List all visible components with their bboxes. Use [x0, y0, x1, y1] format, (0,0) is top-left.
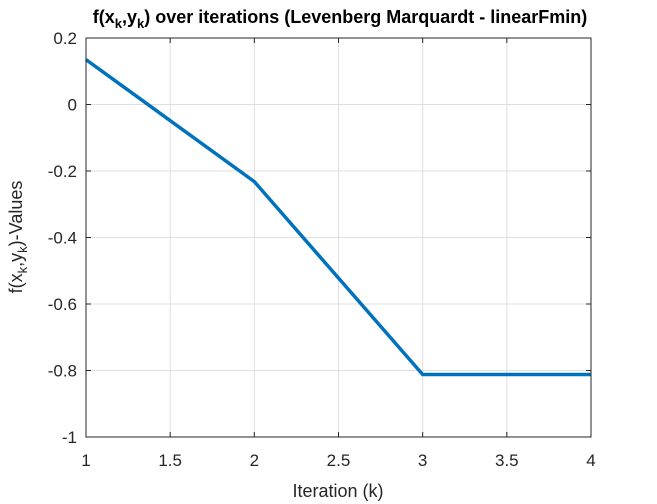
ylabel-suffix: )-Values: [6, 181, 26, 247]
x-axis-label: Iteration (k): [292, 481, 383, 501]
data-lines: [84, 58, 591, 377]
title-subscript-k: k: [115, 16, 123, 31]
x-tick-label: 4: [586, 451, 595, 470]
x-tick-label: 2.5: [327, 451, 351, 470]
y-axis-label: f(xk,yk)-Values: [6, 181, 30, 294]
y-tick-label: 0.2: [53, 29, 77, 48]
title-subscript-k-2: k: [137, 16, 145, 31]
x-tick-label: 1.5: [158, 451, 182, 470]
x-tick-label: 3: [418, 451, 427, 470]
ylabel-subscript-k: k: [15, 266, 30, 273]
title-suffix: ) over iterations (Levenberg Marquardt -…: [144, 7, 587, 27]
x-tick-label: 3.5: [495, 451, 519, 470]
y-tick-label: -0.8: [48, 362, 77, 381]
title-prefix: f(x: [93, 7, 115, 27]
ylabel-mid: ,y: [6, 253, 26, 267]
title-mid: ,y: [122, 7, 137, 27]
y-tick-label: -0.4: [48, 229, 77, 248]
y-tick-label: -0.2: [48, 162, 77, 181]
x-tick-label: 2: [250, 451, 259, 470]
y-tick-label: 0: [68, 96, 77, 115]
x-axis-ticks: 1 1.5 2 2.5 3 3.5 4: [81, 38, 596, 470]
y-tick-label: -0.6: [48, 295, 77, 314]
ylabel-prefix: f(x: [6, 273, 26, 293]
ylabel-subscript-k-2: k: [15, 246, 30, 253]
x-tick-label: 1: [81, 451, 90, 470]
series-line-1: [84, 58, 591, 377]
chart-title: f(xk,yk) over iterations (Levenberg Marq…: [93, 7, 588, 31]
y-axis-ticks: -1 -0.8 -0.6 -0.4 -0.2 0 0.2: [48, 29, 591, 447]
y-tick-label: -1: [62, 428, 77, 447]
